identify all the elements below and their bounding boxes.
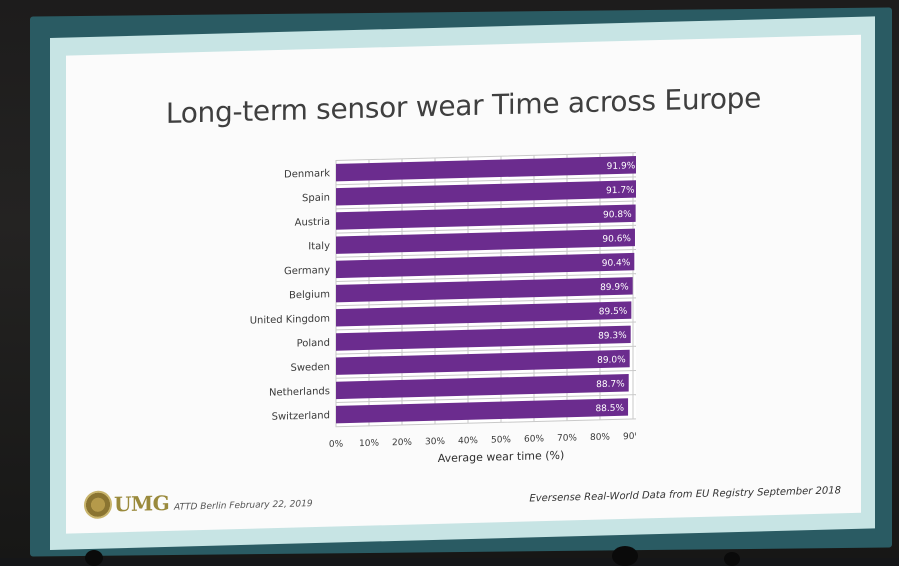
x-tick-label: 20% xyxy=(392,438,412,449)
category-label: Italy xyxy=(308,241,330,253)
category-label: Germany xyxy=(284,265,330,277)
category-label: United Kingdom xyxy=(250,313,330,326)
data-label: 90.8% xyxy=(603,210,632,221)
footer-event: ATTD Berlin February 22, 2019 xyxy=(174,499,313,513)
audience-silhouettes xyxy=(0,544,899,558)
data-label: 89.9% xyxy=(600,282,629,293)
bar-chart: 0%10%20%30%40%50%60%70%80%90%100%Denmark… xyxy=(196,145,636,487)
x-tick-label: 0% xyxy=(329,440,344,450)
x-tick-label: 30% xyxy=(425,437,445,448)
category-label: Denmark xyxy=(284,168,330,180)
logo-emblem-icon xyxy=(84,490,112,519)
category-label: Poland xyxy=(297,338,330,350)
audience-head xyxy=(612,546,638,566)
slide-content: Long-term sensor wear Time across Europe… xyxy=(66,35,861,534)
footer-source: Eversense Real-World Data from EU Regist… xyxy=(529,485,841,504)
x-tick-label: 90% xyxy=(623,432,636,443)
audience-head xyxy=(724,552,740,566)
category-label: Belgium xyxy=(289,289,330,301)
category-label: Spain xyxy=(302,192,330,204)
slide-title: Long-term sensor wear Time across Europe xyxy=(66,79,861,133)
category-label: Switzerland xyxy=(272,410,330,423)
slide: Long-term sensor wear Time across Europe… xyxy=(50,16,875,550)
data-label: 91.9% xyxy=(607,161,636,172)
data-label: 89.3% xyxy=(598,331,627,342)
data-label: 91.7% xyxy=(606,185,635,196)
x-tick-label: 80% xyxy=(590,433,610,444)
data-label: 89.5% xyxy=(599,307,628,318)
data-label: 89.0% xyxy=(597,355,626,366)
x-axis-title: Average wear time (%) xyxy=(438,449,565,465)
x-tick-label: 10% xyxy=(359,439,379,450)
data-label: 90.6% xyxy=(602,234,631,245)
data-label: 88.7% xyxy=(596,379,625,390)
data-label: 90.4% xyxy=(602,258,631,269)
audience-head xyxy=(85,550,103,566)
x-tick-label: 70% xyxy=(557,433,577,444)
x-tick-label: 60% xyxy=(524,434,544,445)
x-tick-label: 50% xyxy=(491,435,511,446)
logo-text: UMG xyxy=(114,491,169,516)
category-label: Sweden xyxy=(290,362,330,374)
x-tick-label: 40% xyxy=(458,436,478,447)
logo: UMG xyxy=(84,489,169,519)
data-label: 88.5% xyxy=(595,404,624,415)
category-label: Netherlands xyxy=(269,386,330,399)
category-label: Austria xyxy=(295,217,330,229)
